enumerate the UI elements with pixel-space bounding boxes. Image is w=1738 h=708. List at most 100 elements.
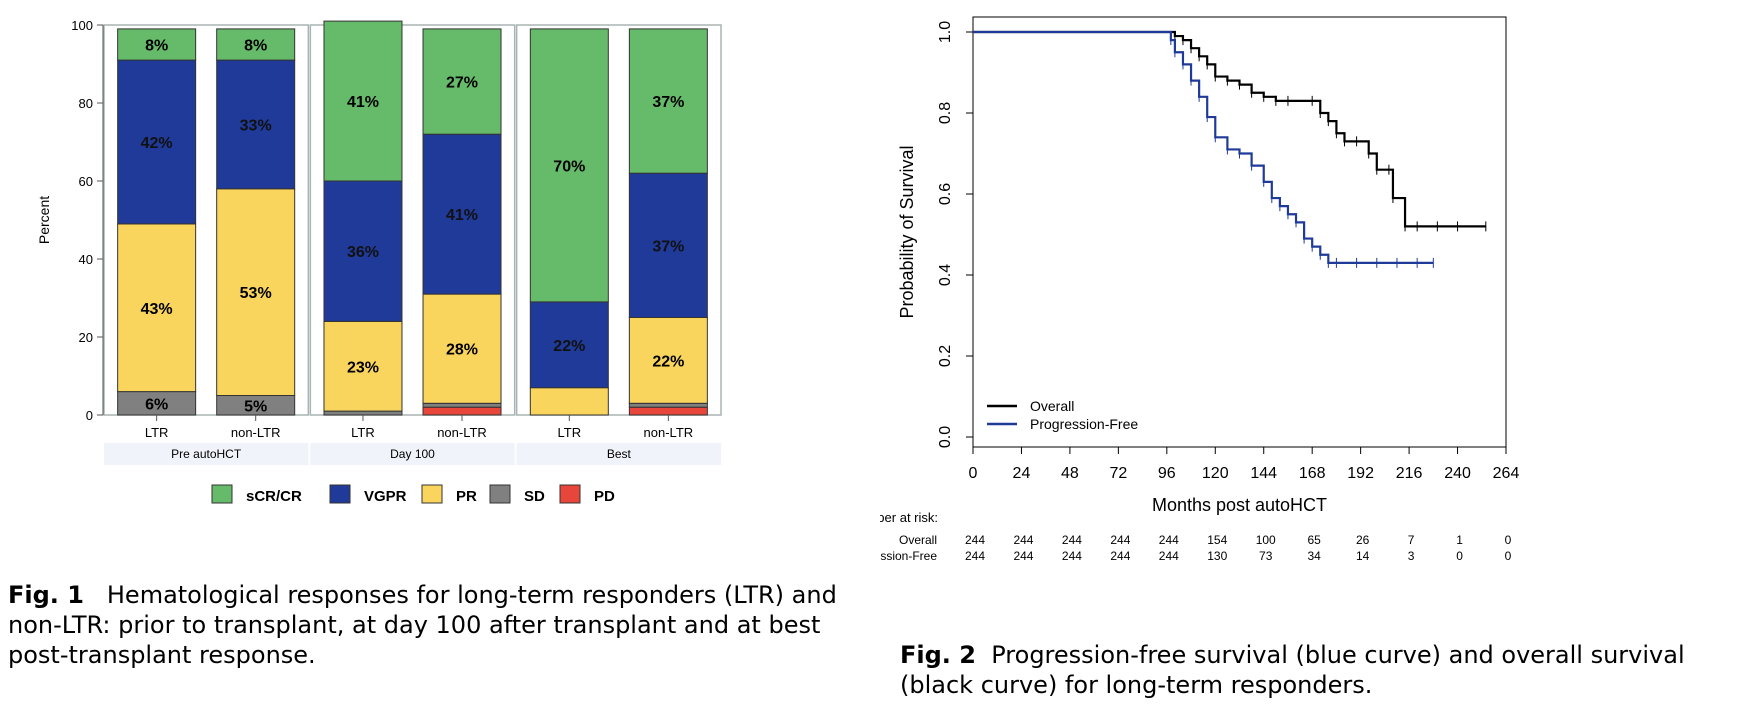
risk-table-value: 73 — [1259, 549, 1273, 563]
legend-label: Overall — [1030, 398, 1074, 414]
data-label: 70% — [553, 158, 585, 175]
data-label: 42% — [141, 135, 173, 152]
risk-table-value: 244 — [1110, 549, 1130, 563]
legend-label: VGPR — [364, 488, 407, 505]
x-tick-label: 48 — [1061, 465, 1079, 482]
legend-swatch — [421, 484, 443, 504]
risk-table-row-label: Progression-Free — [880, 549, 937, 563]
x-tick-label: 192 — [1347, 465, 1374, 482]
data-label: 8% — [145, 38, 168, 55]
legend-label: PD — [594, 488, 615, 505]
risk-table-value: 130 — [1207, 549, 1227, 563]
bar-segment-scr-cr — [628, 28, 708, 174]
x-tick-label: 168 — [1299, 465, 1326, 482]
risk-table-value: 100 — [1256, 533, 1276, 547]
figure-2-caption-text: Progression-free survival (blue curve) a… — [900, 641, 1685, 699]
y-tick-label: 100 — [71, 18, 93, 33]
y-tick-label: 0.2 — [937, 345, 954, 367]
y-tick-label: 1.0 — [937, 21, 954, 43]
risk-table-value: 65 — [1308, 533, 1322, 547]
facet-label-band — [516, 443, 721, 465]
data-label: 37% — [652, 238, 684, 255]
bar-segment-sd — [422, 402, 502, 408]
figure-1-caption-label: Fig. 1 — [8, 581, 84, 609]
y-tick-label: 0 — [86, 408, 93, 423]
risk-table-value: 0 — [1505, 533, 1512, 547]
y-tick-label: 80 — [79, 96, 93, 111]
risk-table-value: 244 — [1013, 549, 1033, 563]
y-tick-label: 0.8 — [937, 102, 954, 124]
x-tick-label: LTR — [351, 425, 375, 440]
survival-chart: 0.0 0.2 0.4 0.6 0.8 1.0 Probability of Surviva… — [844, 16, 1519, 563]
risk-table-value: 26 — [1356, 533, 1370, 547]
bar-segment-pr — [323, 320, 403, 412]
data-label: 53% — [240, 285, 272, 302]
legend-label: PR — [456, 488, 477, 505]
risk-table-value: 244 — [1110, 533, 1130, 547]
bar-segment-sd — [628, 402, 708, 408]
risk-table-value: 244 — [965, 549, 985, 563]
facet-label-band — [104, 443, 309, 465]
facet-label: Day 100 — [390, 447, 435, 461]
legend-swatch — [559, 484, 581, 504]
risk-table-value: 244 — [1062, 533, 1082, 547]
progression-free-curve — [973, 30, 1434, 264]
risk-table-value: 1 — [1456, 533, 1463, 547]
data-label: 36% — [347, 244, 379, 261]
y-tick-label: 0.4 — [937, 264, 954, 286]
bar-segment-pd — [422, 406, 502, 416]
risk-table-row-label: Overall — [899, 533, 937, 547]
bar-segment-pr — [422, 293, 502, 404]
legend-label: sCR/CR — [246, 488, 302, 505]
risk-table-value: 34 — [1308, 549, 1322, 563]
figure-2-caption: Fig. 2 Progression-free survival (blue c… — [900, 640, 1730, 700]
y-tick-label: 40 — [79, 252, 93, 267]
stacked-bar-chart: Pre autoHCT Day 100 Best 0 20 40 60 80 100 Percen… — [36, 18, 722, 505]
risk-table-value: 14 — [1356, 549, 1370, 563]
overall-survival-curve — [973, 30, 1486, 228]
risk-table-value: 0 — [1456, 549, 1463, 563]
bar-segment-scr-cr — [529, 28, 609, 303]
legend-swatch — [211, 484, 233, 504]
facet-label: Pre autoHCT — [171, 447, 242, 461]
x-tick-label: LTR — [145, 425, 169, 440]
x-tick-label: 240 — [1444, 465, 1471, 482]
x-tick-label: 216 — [1396, 465, 1423, 482]
bar-segment-vgpr — [628, 172, 708, 318]
data-label: 41% — [347, 94, 379, 111]
bar-segment-scr-cr — [323, 20, 403, 182]
facet-label-band — [310, 443, 515, 465]
bar-segment-scr-cr — [216, 28, 296, 61]
figure-1-panel: Pre autoHCT Day 100 Best 0 20 40 60 80 100 Percen… — [36, 18, 722, 505]
x-tick-label: 0 — [969, 465, 978, 482]
y-tick-label: 20 — [79, 330, 93, 345]
bar-segment-scr-cr — [117, 28, 197, 61]
bar-segment-pd — [628, 406, 708, 416]
data-label: 41% — [446, 207, 478, 224]
risk-table-value: 3 — [1408, 549, 1415, 563]
x-tick-label: 96 — [1158, 465, 1176, 482]
figure-1-caption-text: Hematological responses for long-term re… — [8, 581, 837, 669]
y-axis-title: Probability of Survival — [897, 145, 917, 318]
bar-segment-pr — [628, 317, 708, 404]
data-label: 22% — [652, 353, 684, 370]
risk-table-value: 7 — [1408, 533, 1415, 547]
figure-2-panel: 0.0 0.2 0.4 0.6 0.8 1.0 Probability of Surviva… — [844, 0, 1738, 708]
y-tick-label: 60 — [79, 174, 93, 189]
risk-table-value: 244 — [965, 533, 985, 547]
bar-segment-pr — [529, 387, 609, 416]
legend-swatch — [329, 484, 351, 504]
bar-segment-scr-cr — [422, 28, 502, 135]
risk-table-value: 244 — [1159, 533, 1179, 547]
data-label: 5% — [244, 398, 267, 415]
y-axis-title: Percent — [36, 196, 52, 244]
data-label: 6% — [145, 396, 168, 413]
x-tick-label: 120 — [1202, 465, 1229, 482]
data-label: 43% — [141, 301, 173, 318]
x-tick-label: non-LTR — [231, 425, 281, 440]
legend-label: Progression-Free — [1030, 416, 1138, 432]
plot-frame — [972, 16, 1507, 448]
x-tick-label: 72 — [1109, 465, 1127, 482]
bar-segment-vgpr — [529, 301, 609, 389]
facet-label: Best — [607, 447, 632, 461]
